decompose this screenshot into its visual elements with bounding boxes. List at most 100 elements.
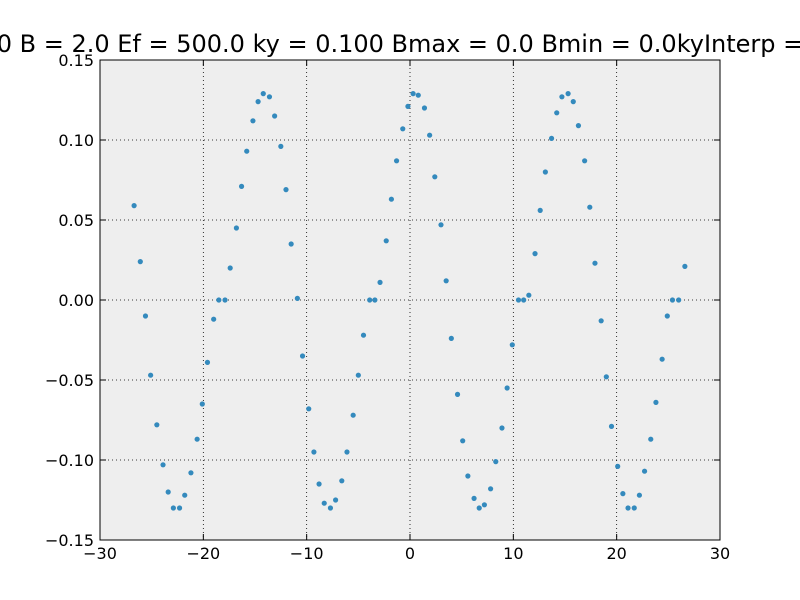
data-point (454, 391, 461, 397)
y-tick-label: −0.15 (45, 531, 94, 550)
data-point (476, 505, 482, 511)
data-point (383, 238, 389, 244)
data-point (272, 113, 278, 119)
data-point (504, 385, 510, 391)
data-point (509, 342, 515, 348)
data-point (499, 425, 505, 431)
data-point (260, 91, 266, 97)
data-point (559, 94, 565, 100)
data-point (321, 500, 327, 506)
data-point (669, 297, 676, 303)
y-tick-label: 0.00 (58, 291, 94, 310)
data-point (316, 481, 322, 487)
data-point (299, 353, 306, 359)
x-tick-label: 20 (606, 544, 626, 563)
data-point (582, 158, 588, 164)
data-point (244, 148, 250, 154)
data-point (592, 260, 598, 266)
data-point (537, 207, 543, 213)
data-point (625, 505, 631, 511)
x-tick-label: 30 (710, 544, 730, 563)
data-point (631, 505, 637, 511)
data-point (199, 401, 205, 407)
data-point (278, 143, 284, 149)
data-point (415, 92, 421, 98)
data-point (137, 259, 143, 265)
chart-title: 0 B = 2.0 Ef = 500.0 ky = 0.100 Bmax = 0… (0, 30, 800, 58)
data-point (288, 241, 294, 247)
data-point (211, 316, 217, 322)
data-point (339, 478, 345, 484)
data-point (526, 292, 532, 298)
data-point (460, 438, 466, 444)
y-tick-label: 0.15 (58, 51, 94, 70)
data-point (603, 374, 609, 380)
data-point (233, 225, 239, 231)
x-axis-tick-labels: −30 −20 −10 0 10 20 30 (83, 544, 730, 563)
data-point (165, 489, 171, 495)
y-tick-label: 0.05 (58, 211, 94, 230)
data-point (344, 449, 350, 455)
y-tick-label: −0.10 (45, 451, 94, 470)
y-tick-label: 0.10 (58, 131, 94, 150)
data-point (222, 297, 228, 303)
data-point (488, 486, 494, 492)
data-point (400, 126, 406, 132)
data-point (142, 313, 149, 319)
data-point (148, 372, 154, 378)
data-point (266, 94, 273, 100)
data-point (170, 505, 176, 511)
x-tick-label: −30 (83, 544, 117, 563)
data-point (548, 135, 555, 141)
data-point (367, 297, 373, 303)
data-point (620, 491, 626, 497)
data-point (676, 297, 682, 303)
data-point (227, 265, 233, 271)
data-point (659, 356, 665, 362)
data-point (333, 497, 339, 503)
data-point (294, 295, 300, 301)
data-point (405, 103, 411, 109)
data-point (481, 502, 487, 508)
data-point (216, 297, 222, 303)
data-point (350, 412, 356, 418)
data-point (636, 492, 643, 498)
data-point (355, 372, 361, 378)
data-point (570, 99, 576, 105)
y-axis-tick-labels: −0.15 −0.10 −0.05 0.00 0.05 0.10 0.15 (45, 51, 94, 550)
data-point (194, 436, 200, 442)
data-point (615, 463, 621, 469)
data-point (682, 263, 688, 269)
data-point (427, 132, 433, 138)
y-tick-label: −0.05 (45, 371, 94, 390)
data-point (311, 449, 317, 455)
data-point (438, 222, 444, 228)
data-point (443, 278, 449, 284)
x-tick-label: −20 (186, 544, 220, 563)
data-point (388, 196, 394, 202)
data-point (587, 204, 593, 210)
data-points (131, 91, 688, 511)
data-point (160, 462, 166, 468)
data-point (188, 470, 194, 476)
data-point (176, 505, 183, 511)
data-point (542, 169, 548, 175)
data-point (598, 318, 604, 324)
data-point (306, 406, 312, 412)
x-tick-label: −10 (290, 544, 324, 563)
data-point (377, 279, 383, 285)
grid-lines (100, 60, 720, 540)
x-tick-label: 10 (503, 544, 523, 563)
data-point (448, 335, 454, 341)
data-point (641, 468, 648, 474)
data-point (154, 422, 160, 428)
data-point (421, 105, 428, 111)
data-point (532, 251, 538, 257)
axis-ticks (99, 59, 721, 541)
data-point (648, 436, 654, 442)
data-point (393, 158, 400, 164)
data-point (182, 492, 188, 498)
data-point (283, 187, 289, 193)
data-point (565, 91, 571, 97)
data-point (360, 332, 367, 338)
